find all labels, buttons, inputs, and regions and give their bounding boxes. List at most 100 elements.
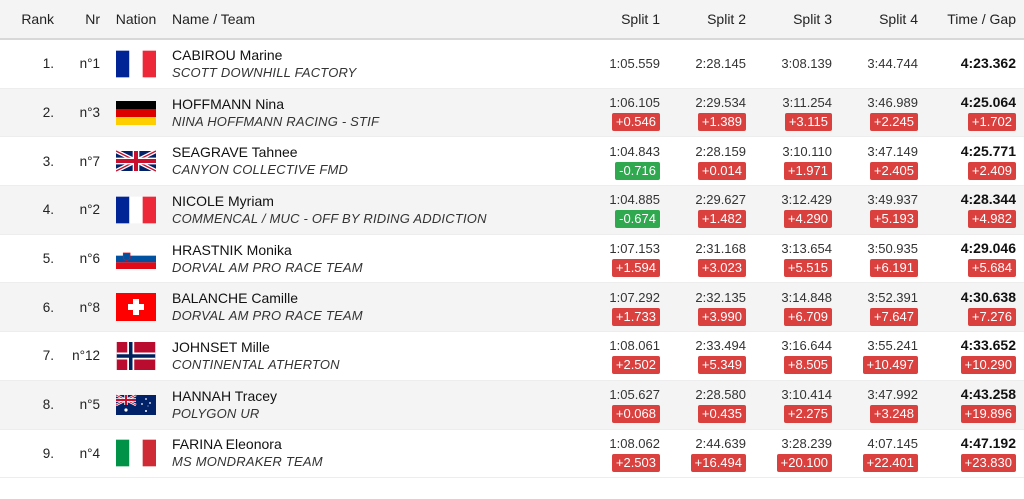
table-row: 4. n°2 NICOLE Myriam COMMENCAL / MUC - OF…: [0, 186, 1024, 235]
split-gap-badge: +1.733: [611, 307, 660, 326]
rider-name: HOFFMANN Nina: [172, 95, 285, 112]
rider-name: SEAGRAVE Tahnee: [172, 144, 298, 161]
split-gap-badge: +4.290: [783, 210, 832, 229]
split-3-cell: 3:08.139: [750, 55, 836, 72]
norway-flag-icon: [104, 341, 168, 370]
name-team-cell: FARINA Eleonora MS MONDRAKER TEAM: [168, 435, 578, 471]
rank-cell: 5.: [42, 251, 54, 267]
split-time: 1:04.843: [609, 143, 660, 159]
total-time: 4:47.192: [960, 434, 1016, 451]
bib-number-cell: n°8: [79, 299, 100, 315]
split-gap-badge: +16.494: [690, 453, 746, 472]
split-2-cell: 2:29.534 +1.389: [664, 94, 750, 132]
split-time: 1:05.559: [609, 56, 660, 72]
rank-cell: 6.: [42, 299, 54, 315]
header-nation: Nation: [115, 11, 157, 27]
total-gap-badge: +5.684: [967, 259, 1016, 278]
split-time: 3:49.937: [867, 192, 918, 208]
split-time: 2:29.534: [695, 95, 746, 111]
split-2-cell: 2:33.494 +5.349: [664, 337, 750, 375]
split-2-cell: 2:29.627 +1.482: [664, 191, 750, 229]
split-time: 1:06.105: [609, 95, 660, 111]
split-1-cell: 1:08.061 +2.502: [578, 337, 664, 375]
team-name: CANYON COLLECTIVE FMD: [172, 162, 349, 178]
table-row: 3. n°7 SEAGRAVE Tahnee CANYON COLLECTIVE …: [0, 137, 1024, 187]
split-gap-badge: +3.990: [697, 307, 746, 326]
team-name: SCOTT DOWNHILL FACTORY: [172, 64, 357, 80]
header-name-team: Name / Team: [172, 11, 255, 27]
total-gap-badge: +10.290: [960, 356, 1016, 375]
split-time: 3:10.414: [781, 387, 832, 403]
total-gap-badge: +4.982: [967, 210, 1016, 229]
split-3-cell: 3:10.110 +1.971: [750, 143, 836, 180]
italy-flag-icon: [104, 439, 168, 467]
rider-name: BALANCHE Camille: [172, 290, 299, 307]
team-name: DORVAL AM PRO RACE TEAM: [172, 308, 363, 324]
split-time: 2:32.135: [695, 289, 746, 305]
split-1-cell: 1:05.559: [578, 55, 664, 72]
split-2-cell: 2:31.168 +3.023: [664, 240, 750, 278]
split-3-cell: 3:16.644 +8.505: [750, 337, 836, 375]
header-split-2: Split 2: [707, 11, 746, 27]
rank-cell: 4.: [42, 202, 54, 218]
split-gap-badge: +3.248: [869, 405, 918, 424]
split-gap-badge: +2.502: [611, 356, 660, 375]
split-time: 3:52.391: [867, 289, 918, 305]
name-team-cell: NICOLE Myriam COMMENCAL / MUC - OFF BY R…: [168, 192, 578, 228]
table-row: 8. n°5 HANNAH Tracey POLYGON UR 1:05.627 …: [0, 380, 1024, 430]
table-body: 1. n°1 CABIROU Marine SCOTT DOWNHILL FACT…: [0, 40, 1024, 479]
split-time: 2:29.627: [695, 192, 746, 208]
split-time: 1:07.292: [609, 289, 660, 305]
split-gap-badge: +5.193: [869, 210, 918, 229]
total-gap-badge: +2.409: [967, 161, 1016, 180]
split-gap-badge: +3.115: [784, 113, 832, 132]
total-time-cell: 4:33.652 +10.290: [922, 337, 1024, 375]
results-table: Rank Nr Nation Name / Team Split 1 Split…: [0, 0, 1024, 479]
split-time: 2:28.145: [695, 56, 746, 72]
name-team-cell: HRASTNIK Monika DORVAL AM PRO RACE TEAM: [168, 241, 578, 277]
total-time-cell: 4:25.771 +2.409: [922, 143, 1024, 180]
split-1-cell: 1:05.627 +0.068: [578, 386, 664, 424]
split-time: 2:28.159: [695, 143, 746, 159]
slovenia-flag-icon: [104, 245, 168, 273]
rider-name: HRASTNIK Monika: [172, 241, 292, 258]
name-team-cell: HANNAH Tracey POLYGON UR: [168, 387, 578, 423]
bib-number-cell: n°6: [79, 251, 100, 267]
split-gap-badge: +6.709: [783, 307, 832, 326]
split-4-cell: 3:52.391 +7.647: [836, 289, 922, 326]
split-gap-badge: +5.515: [783, 259, 832, 278]
total-time-cell: 4:43.258 +19.896: [922, 386, 1024, 424]
split-time: 3:16.644: [781, 338, 832, 354]
split-time: 2:44.639: [695, 435, 746, 451]
total-time: 4:25.771: [960, 142, 1016, 159]
name-team-cell: CABIROU Marine SCOTT DOWNHILL FACTORY: [168, 46, 578, 82]
split-gap-badge: +1.482: [697, 210, 746, 229]
header-split-4: Split 4: [879, 11, 918, 27]
split-time: 1:05.627: [609, 387, 660, 403]
split-time: 2:28.580: [695, 387, 746, 403]
total-time-cell: 4:28.344 +4.982: [922, 191, 1024, 229]
split-gap-badge: +5.349: [697, 356, 746, 375]
rank-cell: 8.: [42, 397, 54, 413]
bib-number-cell: n°1: [79, 56, 100, 72]
split-gap-badge: +0.068: [611, 405, 660, 424]
rider-name: JOHNSET Mille: [172, 338, 270, 355]
split-time: 3:46.989: [867, 95, 918, 111]
switzerland-flag-icon: [104, 293, 168, 322]
total-time: 4:25.064: [960, 94, 1016, 111]
split-time: 3:44.744: [867, 56, 918, 72]
split-gap-badge: +3.023: [697, 259, 746, 278]
table-row: 5. n°6 HRASTNIK Monika DORVAL AM PRO RACE…: [0, 235, 1024, 284]
table-row: 2. n°3 HOFFMANN Nina NINA HOFFMANN RACING…: [0, 88, 1024, 138]
total-gap-badge: +1.702: [967, 113, 1016, 132]
split-4-cell: 3:55.241 +10.497: [836, 337, 922, 375]
split-time: 3:55.241: [867, 338, 918, 354]
split-time: 3:12.429: [781, 192, 832, 208]
split-4-cell: 3:46.989 +2.245: [836, 94, 922, 132]
name-team-cell: HOFFMANN Nina NINA HOFFMANN RACING - STI…: [168, 95, 578, 131]
rider-name: HANNAH Tracey: [172, 387, 278, 404]
split-time: 4:07.145: [867, 435, 918, 451]
split-1-cell: 1:07.292 +1.733: [578, 289, 664, 326]
split-1-cell: 1:08.062 +2.503: [578, 435, 664, 472]
total-time-cell: 4:25.064 +1.702: [922, 94, 1024, 132]
